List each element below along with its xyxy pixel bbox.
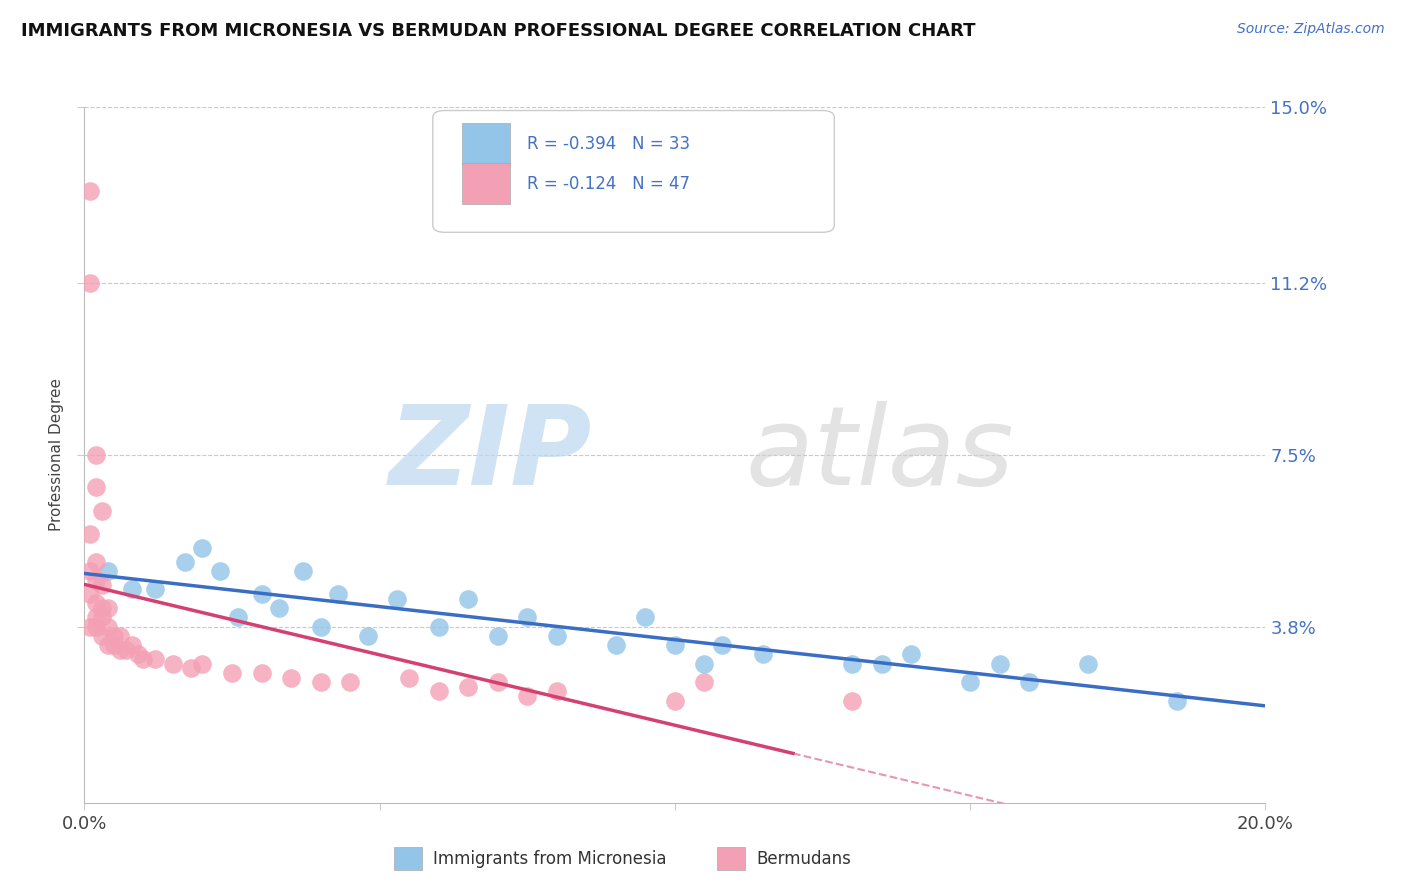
Point bbox=[387, 591, 409, 606]
Point bbox=[959, 675, 981, 690]
Point bbox=[1018, 675, 1040, 690]
Point bbox=[91, 610, 114, 624]
Point bbox=[841, 657, 863, 671]
Point bbox=[457, 591, 479, 606]
Point bbox=[103, 638, 125, 652]
Point bbox=[427, 619, 450, 633]
Point bbox=[91, 503, 114, 517]
Point bbox=[91, 629, 114, 643]
Point bbox=[516, 610, 538, 624]
Point bbox=[339, 675, 361, 690]
Point bbox=[357, 629, 380, 643]
Point bbox=[269, 601, 291, 615]
Point bbox=[693, 657, 716, 671]
Point bbox=[250, 587, 273, 601]
Point bbox=[84, 610, 107, 624]
Point bbox=[108, 642, 131, 657]
Point bbox=[79, 526, 101, 541]
FancyBboxPatch shape bbox=[433, 111, 834, 232]
Point bbox=[988, 657, 1011, 671]
Point bbox=[79, 587, 101, 601]
Point bbox=[900, 648, 922, 662]
Point bbox=[97, 601, 120, 615]
Point bbox=[226, 610, 249, 624]
Point bbox=[143, 652, 166, 666]
Point bbox=[664, 694, 686, 708]
Point bbox=[546, 684, 568, 698]
Text: R = -0.124   N = 47: R = -0.124 N = 47 bbox=[527, 175, 690, 193]
Text: ZIP: ZIP bbox=[388, 401, 592, 508]
Point bbox=[634, 610, 657, 624]
Point bbox=[546, 629, 568, 643]
Point bbox=[79, 619, 101, 633]
Point bbox=[328, 587, 350, 601]
Point bbox=[84, 596, 107, 610]
Point bbox=[84, 480, 107, 494]
Point bbox=[84, 619, 107, 633]
Point bbox=[121, 582, 143, 597]
Point bbox=[1166, 694, 1188, 708]
Point bbox=[870, 657, 893, 671]
Point bbox=[752, 648, 775, 662]
Point bbox=[173, 555, 195, 569]
Point bbox=[486, 629, 509, 643]
Point bbox=[664, 638, 686, 652]
Point bbox=[280, 671, 302, 685]
Point bbox=[108, 629, 131, 643]
Point bbox=[84, 573, 107, 587]
Point bbox=[103, 629, 125, 643]
Point bbox=[486, 675, 509, 690]
Point bbox=[143, 582, 166, 597]
Text: Bermudans: Bermudans bbox=[756, 849, 851, 868]
Text: Immigrants from Micronesia: Immigrants from Micronesia bbox=[433, 849, 666, 868]
Point bbox=[97, 619, 120, 633]
Point bbox=[427, 684, 450, 698]
Point bbox=[91, 578, 114, 592]
Text: atlas: atlas bbox=[745, 401, 1014, 508]
Point bbox=[191, 657, 214, 671]
Point bbox=[1077, 657, 1099, 671]
Point bbox=[841, 694, 863, 708]
Point bbox=[516, 689, 538, 703]
Point bbox=[97, 638, 120, 652]
Point bbox=[114, 642, 136, 657]
Point bbox=[291, 564, 314, 578]
Point bbox=[309, 619, 332, 633]
Point bbox=[221, 665, 243, 680]
Point bbox=[309, 675, 332, 690]
Point bbox=[457, 680, 479, 694]
Point bbox=[121, 638, 143, 652]
Text: IMMIGRANTS FROM MICRONESIA VS BERMUDAN PROFESSIONAL DEGREE CORRELATION CHART: IMMIGRANTS FROM MICRONESIA VS BERMUDAN P… bbox=[21, 22, 976, 40]
Point bbox=[127, 648, 149, 662]
Point bbox=[79, 277, 101, 291]
Point bbox=[250, 665, 273, 680]
Point bbox=[605, 638, 627, 652]
Point bbox=[84, 448, 107, 462]
Point bbox=[398, 671, 420, 685]
Point bbox=[693, 675, 716, 690]
Point bbox=[79, 564, 101, 578]
Point bbox=[180, 661, 202, 675]
Point bbox=[79, 184, 101, 198]
Point bbox=[209, 564, 232, 578]
Point bbox=[91, 601, 114, 615]
Point bbox=[162, 657, 184, 671]
FancyBboxPatch shape bbox=[463, 162, 509, 204]
Point bbox=[132, 652, 155, 666]
Point bbox=[191, 541, 214, 555]
Point bbox=[97, 564, 120, 578]
Y-axis label: Professional Degree: Professional Degree bbox=[49, 378, 65, 532]
Point bbox=[84, 555, 107, 569]
FancyBboxPatch shape bbox=[463, 123, 509, 165]
Text: Source: ZipAtlas.com: Source: ZipAtlas.com bbox=[1237, 22, 1385, 37]
Point bbox=[711, 638, 734, 652]
Text: R = -0.394   N = 33: R = -0.394 N = 33 bbox=[527, 135, 690, 153]
